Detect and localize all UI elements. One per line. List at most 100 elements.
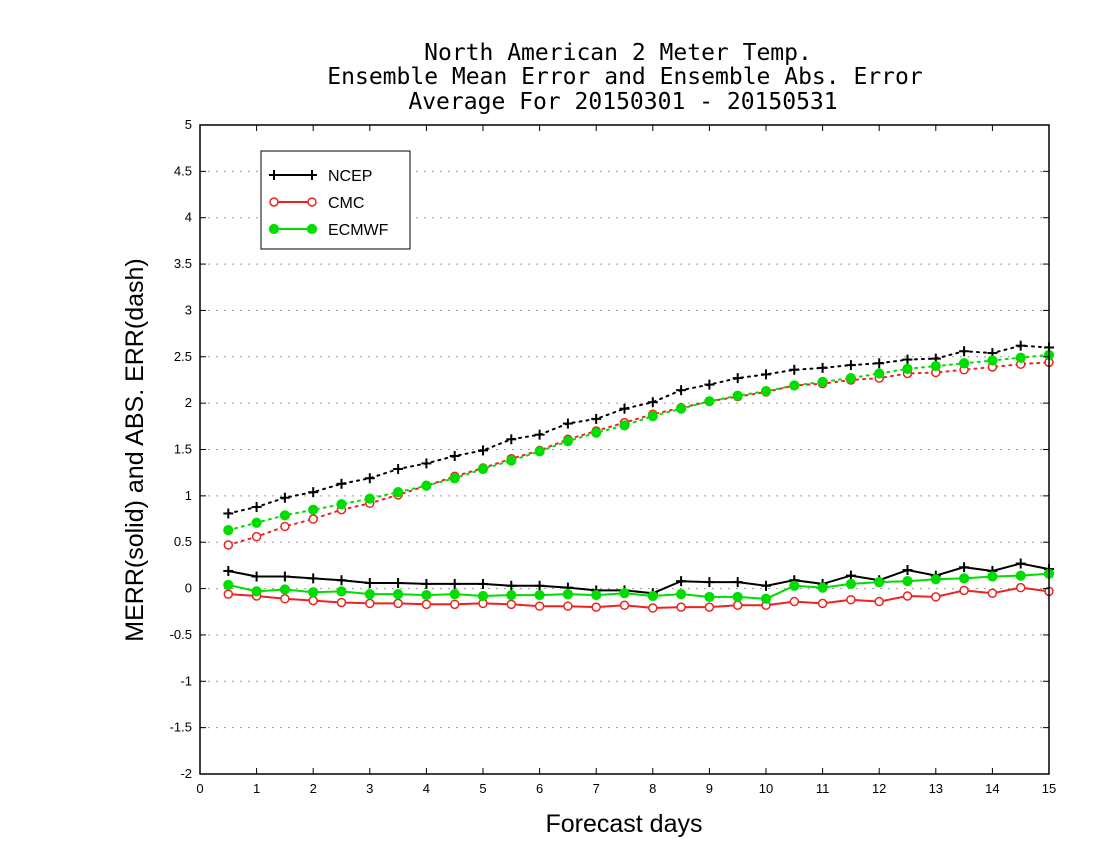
ncep-abs-err-series	[223, 340, 1054, 519]
ecmwf-abs-err-point	[676, 403, 687, 414]
ncep-abs-err-point	[789, 364, 800, 375]
ecmwf-abs-err-point	[874, 368, 885, 379]
ecmwf-merr-series	[223, 568, 1055, 604]
ecmwf-abs-err-point	[223, 525, 234, 536]
x-tick-label: 3	[366, 781, 373, 796]
y-tick-label: -1.5	[170, 720, 192, 735]
y-axis: -2 -1.5 -1 -0.5 0 0.5 1 1.5 2 2.5 3 3.5 4 4.5 5	[170, 117, 1049, 781]
cmc-merr-point	[676, 602, 686, 612]
ecmwf-merr-point	[506, 589, 517, 601]
legend-label-ncep: NCEP	[328, 168, 372, 185]
ecmwf-merr-point	[364, 589, 375, 600]
ncep-merr-series	[223, 558, 1054, 599]
ecmwf-abs-err-point	[760, 385, 772, 397]
y-tick-label: 0	[185, 581, 192, 596]
cmc-abs-err-point	[251, 531, 262, 542]
ncep-abs-err-point	[421, 458, 432, 469]
ecmwf-abs-err-point	[449, 473, 460, 484]
ncep-abs-err-point	[845, 360, 856, 371]
cmc-merr-point	[817, 598, 828, 609]
ncep-abs-err-point	[761, 369, 771, 380]
ecmwf-abs-err-point	[987, 355, 998, 366]
x-tick-label: 6	[536, 781, 543, 796]
x-tick-label: 5	[479, 781, 486, 796]
cmc-merr-point	[959, 585, 969, 596]
ncep-abs-err-point	[336, 478, 347, 489]
ecmwf-merr-point	[562, 589, 574, 600]
legend-entry-cmc: CMC	[269, 195, 364, 212]
ncep-abs-err-point	[619, 403, 630, 414]
ncep-abs-err-point	[676, 385, 687, 396]
ncep-merr-point	[449, 578, 460, 589]
x-axis: 0 1 2 3 4 5 6 7 8 9 10 11 12 13 14 15	[196, 125, 1056, 796]
cmc-merr-point	[280, 594, 290, 604]
ecmwf-merr-point	[619, 588, 630, 599]
ecmwf-abs-err-point	[421, 480, 432, 491]
ncep-merr-point	[393, 578, 404, 589]
ncep-merr-line	[228, 562, 1050, 595]
ecmwf-merr-point	[308, 587, 319, 598]
x-tick-label: 13	[929, 781, 943, 796]
ecmwf-merr-point	[477, 590, 489, 602]
ecmwf-merr-point	[647, 590, 658, 602]
ecmwf-abs-err-point	[393, 487, 404, 498]
ncep-merr-point	[364, 578, 375, 589]
ecmwf-merr-point	[449, 589, 460, 600]
cmc-abs-err-point	[223, 540, 234, 550]
cmc-merr-point	[591, 602, 601, 612]
ncep-abs-err-point	[478, 445, 488, 456]
ecmwf-abs-err-point	[364, 493, 375, 504]
ecmwf-abs-err-point	[534, 446, 545, 457]
cmc-merr-point	[449, 599, 460, 610]
ncep-abs-err-point	[817, 362, 828, 373]
ncep-merr-point	[732, 577, 743, 588]
grid	[200, 170, 1049, 729]
cmc-merr-point	[987, 588, 998, 598]
ncep-abs-err-point	[308, 487, 319, 498]
ncep-abs-err-point	[364, 473, 375, 484]
y-tick-label: 0.5	[174, 534, 192, 549]
cmc-merr-point	[704, 602, 715, 612]
x-tick-label: 11	[816, 781, 830, 796]
ncep-merr-point	[1015, 558, 1026, 569]
ecmwf-abs-err-point	[336, 499, 347, 510]
x-tick-label: 2	[310, 781, 317, 796]
cmc-merr-point	[421, 599, 432, 610]
x-tick-label: 4	[423, 781, 430, 796]
x-tick-label: 9	[706, 781, 713, 796]
ecmwf-abs-err-point	[506, 455, 517, 466]
ncep-merr-point	[336, 575, 347, 586]
cmc-merr-point	[732, 600, 743, 611]
ecmwf-abs-err-point	[1015, 352, 1026, 363]
ecmwf-abs-err-point	[959, 358, 970, 369]
ncep-merr-point	[279, 571, 290, 582]
title-line-3: Average For 20150301 - 20150531	[408, 89, 837, 115]
y-tick-label: 4.5	[174, 163, 192, 178]
ecmwf-merr-point	[930, 574, 941, 585]
ncep-abs-err-point	[902, 354, 913, 365]
cmc-merr-point	[223, 589, 234, 599]
y-tick-label: -0.5	[170, 627, 192, 642]
ncep-abs-err-point	[591, 413, 602, 424]
ncep-abs-err-point	[279, 492, 290, 503]
x-axis-label: Forecast days	[545, 810, 702, 838]
y-tick-label: 1.5	[174, 442, 192, 457]
ncep-merr-point	[251, 571, 262, 582]
legend-marker-ncep	[269, 170, 279, 180]
cmc-merr-point	[619, 600, 630, 611]
chart-title: North American 2 Meter Temp. Ensemble Me…	[327, 40, 922, 115]
title-line-2: Ensemble Mean Error and Ensemble Abs. Er…	[327, 64, 922, 90]
x-tick-label: 10	[759, 781, 773, 796]
ecmwf-abs-err-point	[845, 373, 857, 384]
ecmwf-merr-point	[1015, 570, 1026, 581]
ecmwf-merr-point	[704, 591, 715, 603]
ecmwf-merr-point	[874, 576, 885, 588]
cmc-merr-point	[902, 591, 913, 601]
y-tick-label: -1	[180, 673, 192, 688]
ecmwf-merr-point	[223, 579, 234, 590]
cmc-merr-point	[393, 598, 403, 609]
ncep-abs-err-point	[251, 501, 262, 512]
cmc-merr-point	[308, 595, 318, 606]
cmc-merr-point	[534, 601, 545, 611]
ecmwf-abs-err-point	[591, 427, 602, 438]
